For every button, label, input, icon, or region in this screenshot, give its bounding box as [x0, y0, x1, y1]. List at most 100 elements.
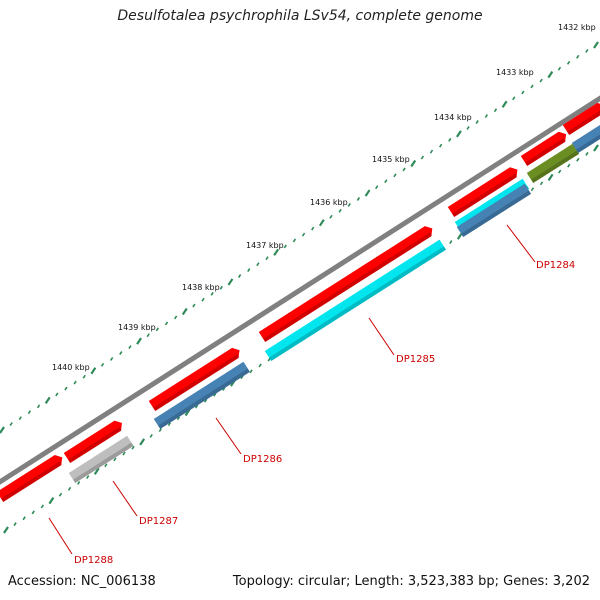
- upper-tick: [318, 219, 325, 227]
- upper-tick: [311, 226, 315, 231]
- upper-tick: [136, 337, 142, 345]
- feature-bar-olive-shade: [531, 150, 580, 184]
- upper-tick: [338, 208, 342, 213]
- upper-tick: [547, 71, 554, 79]
- gene-arrow-dp1287-shade: [68, 426, 122, 464]
- lower-tick: [104, 463, 108, 468]
- upper-tick: [119, 351, 123, 355]
- upper-tick: [55, 392, 59, 397]
- tick-label: 1439 kbp: [118, 323, 156, 332]
- upper-tick: [192, 303, 196, 308]
- upper-tick: [501, 100, 508, 108]
- lower-tick: [585, 151, 589, 156]
- lower-tick: [113, 457, 117, 462]
- lower-tick: [131, 445, 135, 450]
- lower-tick: [13, 522, 17, 527]
- upper-tick: [493, 108, 498, 113]
- lower-tick: [139, 438, 146, 446]
- lower-tick: [122, 451, 126, 456]
- upper-tick: [484, 114, 489, 119]
- gene-leader-line: [506, 224, 536, 263]
- lower-tick: [31, 510, 35, 515]
- upper-tick: [576, 54, 580, 59]
- feature-bar-olive-shape: [526, 143, 580, 184]
- tick-label: 1435 kbp: [372, 155, 410, 164]
- genome-summary-text: Topology: circular; Length: 3,523,383 bp…: [232, 574, 590, 589]
- upper-tick: [566, 60, 571, 65]
- upper-tick: [475, 120, 479, 124]
- lower-tick: [167, 422, 172, 427]
- upper-tick: [521, 90, 525, 95]
- upper-tick: [164, 321, 169, 326]
- tick-label: 1432 kbp: [558, 23, 596, 32]
- upper-tick: [27, 410, 32, 415]
- gene-arrow-upstream-shape: [520, 131, 567, 167]
- upper-tick: [210, 291, 214, 296]
- gene-arrow-dp1284: [447, 167, 518, 218]
- tick-layer: 1432 kbp 1433 kbp 1434 kbp 1435 kbp 1436 kbp…: [0, 23, 599, 534]
- lower-tick: [76, 481, 81, 485]
- backbone-line: [0, 95, 600, 485]
- gene-leader-line: [48, 517, 73, 555]
- lower-tick: [86, 475, 90, 480]
- lower-tick: [67, 486, 72, 491]
- gene-arrow-dp1288-shape: [0, 454, 63, 503]
- feature-bar-blue-3-shape: [571, 124, 600, 154]
- upper-tick: [219, 285, 223, 290]
- gene-arrow-edge: [562, 102, 600, 136]
- gene-label: DP1287: [139, 516, 178, 527]
- upper-tick: [356, 197, 361, 201]
- upper-tick: [227, 278, 234, 286]
- feature-bar-blue-1: [153, 361, 250, 430]
- upper-tick: [429, 149, 434, 154]
- lower-tick: [22, 516, 26, 521]
- lower-tick: [40, 504, 44, 509]
- lower-tick: [149, 434, 153, 438]
- upper-tick: [301, 232, 306, 237]
- upper-tick: [375, 185, 379, 190]
- feature-bar-blue-3-shade: [576, 131, 600, 154]
- lower-tick: [176, 416, 181, 421]
- upper-tick: [18, 416, 22, 421]
- gene-arrow-dp1288: [0, 454, 63, 503]
- lower-tick: [258, 363, 262, 368]
- gene-arrow-dp1287: [63, 420, 122, 464]
- gene-label: DP1284: [536, 260, 575, 271]
- feature-bar-blue-2-shade: [461, 190, 532, 238]
- gene-arrow-dp1286-shade: [153, 354, 240, 412]
- lower-tick: [593, 144, 599, 152]
- upper-tick: [0, 426, 5, 434]
- upper-tick: [347, 202, 351, 207]
- upper-tick: [273, 248, 280, 256]
- upper-tick: [90, 367, 97, 375]
- gene-arrow-upstream: [520, 131, 567, 167]
- gene-label: DP1286: [243, 454, 282, 465]
- feature-bar-cyan-1-shade: [269, 246, 447, 362]
- upper-tick: [410, 159, 417, 168]
- lower-tick: [456, 232, 463, 240]
- lower-tick: [48, 497, 55, 505]
- lower-tick: [547, 173, 554, 181]
- upper-tick: [64, 386, 68, 391]
- upper-tick: [36, 404, 41, 409]
- feature-bar-cyan-1-shape: [264, 239, 447, 362]
- upper-tick: [201, 297, 205, 302]
- upper-tick: [9, 422, 13, 427]
- tick-label: 1437 kbp: [246, 241, 284, 250]
- upper-tick: [557, 66, 562, 71]
- backbone-layer: [0, 95, 600, 485]
- feature-bar-grey: [68, 435, 134, 484]
- gene-leader-line: [368, 317, 395, 356]
- feature-bar-blue-3: [571, 124, 600, 154]
- feature-bar-blue-2: [456, 183, 532, 238]
- feature-bar-blue-2-shape: [456, 183, 532, 238]
- feature-bar-olive: [526, 143, 580, 184]
- lower-tick: [194, 404, 199, 409]
- feature-bar-blue-1-shape: [153, 361, 250, 430]
- upper-tick: [256, 262, 260, 267]
- upper-tick: [512, 96, 516, 101]
- upper-tick: [128, 345, 132, 350]
- upper-tick: [82, 374, 86, 379]
- upper-tick: [237, 274, 242, 278]
- feature-layer: [0, 102, 600, 503]
